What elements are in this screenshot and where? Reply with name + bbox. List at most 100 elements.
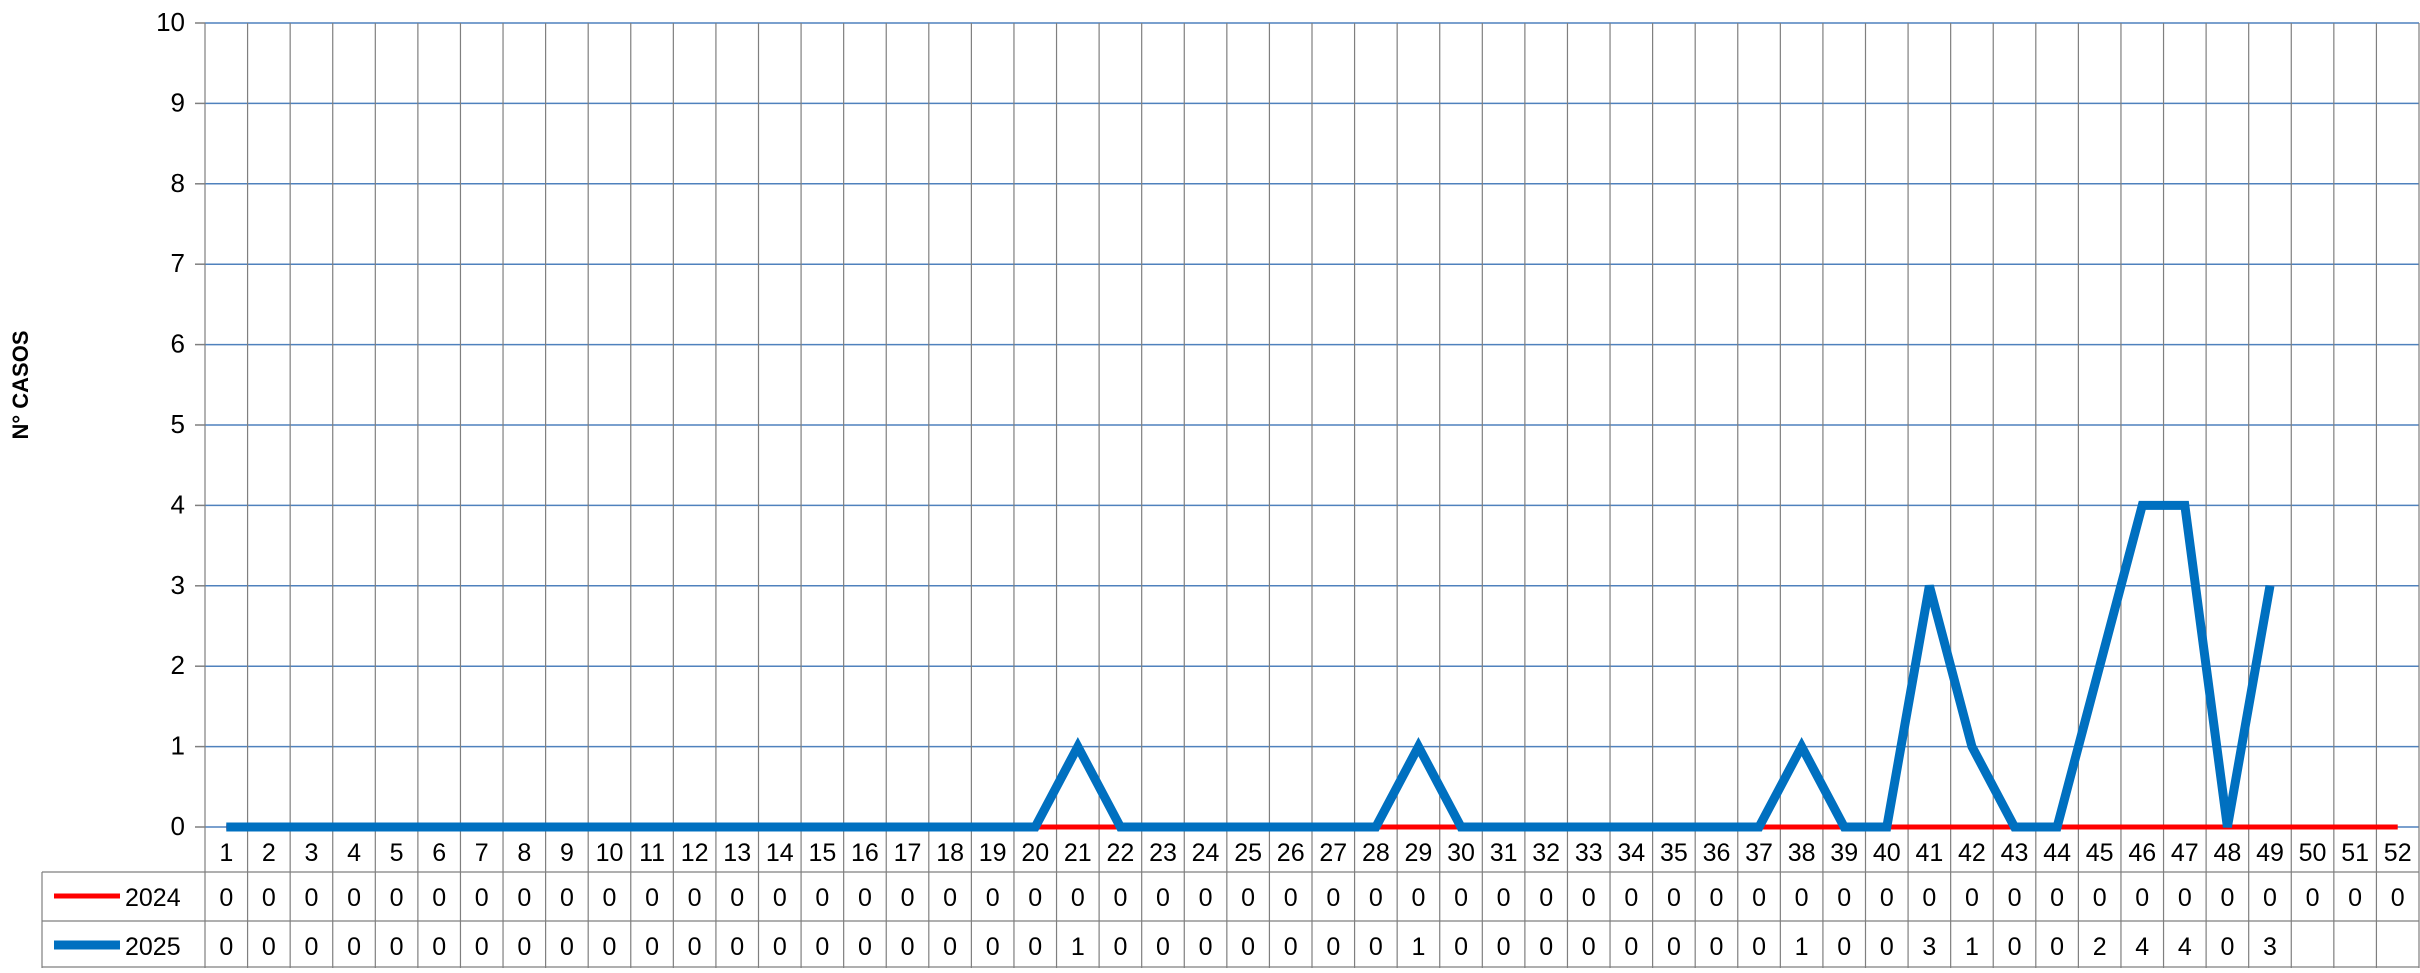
data-value-2024: 0: [2178, 884, 2192, 912]
x-category-label: 20: [1021, 839, 1049, 867]
x-category-label: 24: [1192, 839, 1220, 867]
data-value-2024: 0: [943, 884, 957, 912]
y-tick-label: 6: [171, 329, 185, 359]
data-value-2024: 0: [1710, 884, 1724, 912]
data-value-2025: 0: [1241, 933, 1255, 961]
data-table: 1 2 3 4 5 6 7 8 9 10 11 12 13 14 15 16 17 18 19 20 21 22 23 24 2…: [41, 839, 2419, 968]
data-value-2024: 0: [1837, 884, 1851, 912]
x-category-label: 28: [1362, 839, 1390, 867]
data-value-2024: 0: [1369, 884, 1383, 912]
data-value-2024: 0: [1028, 884, 1042, 912]
data-value-2025: 1: [1795, 933, 1809, 961]
data-value-2024: 0: [304, 884, 318, 912]
x-category-label: 18: [936, 839, 964, 867]
data-value-2024: 0: [645, 884, 659, 912]
data-value-2025: 0: [1369, 933, 1383, 961]
x-category-label: 38: [1788, 839, 1816, 867]
data-value-2025: 0: [815, 933, 829, 961]
data-value-2025: 0: [1624, 933, 1638, 961]
data-value-2024: 0: [560, 884, 574, 912]
data-value-2024: 0: [1156, 884, 1170, 912]
data-value-2025: 0: [1539, 933, 1553, 961]
x-category-label: 27: [1319, 839, 1347, 867]
data-value-2025: 0: [1113, 933, 1127, 961]
data-value-2025: 0: [901, 933, 915, 961]
x-category-label: 3: [304, 839, 318, 867]
data-value-2025: 0: [1454, 933, 1468, 961]
data-value-2025: 0: [304, 933, 318, 961]
data-value-2024: 0: [2135, 884, 2149, 912]
x-category-label: 29: [1405, 839, 1433, 867]
series-line-2025: [226, 500, 2275, 832]
data-value-2024: 0: [2008, 884, 2022, 912]
x-category-label: 19: [979, 839, 1007, 867]
y-tick-label: 3: [171, 570, 185, 600]
data-value-2025: 0: [2008, 933, 2022, 961]
x-category-label: 5: [390, 839, 404, 867]
data-value-2024: 0: [1624, 884, 1638, 912]
data-value-2024: 0: [1454, 884, 1468, 912]
data-value-2025: 0: [347, 933, 361, 961]
data-value-2025: 0: [219, 933, 233, 961]
x-category-label: 31: [1490, 839, 1518, 867]
data-value-2024: 0: [1965, 884, 1979, 912]
y-tick-label: 4: [171, 489, 185, 519]
x-category-label: 12: [681, 839, 709, 867]
y-axis-title: N° CASOS: [8, 330, 33, 440]
data-value-2025: 0: [1582, 933, 1596, 961]
x-category-label: 50: [2299, 839, 2327, 867]
data-value-2025: 0: [858, 933, 872, 961]
x-category-label: 13: [723, 839, 751, 867]
data-value-2024: 0: [1113, 884, 1127, 912]
data-value-2024: 0: [390, 884, 404, 912]
data-value-2025: 0: [1880, 933, 1894, 961]
data-value-2024: 0: [347, 884, 361, 912]
gridlines: [204, 22, 2420, 968]
y-axis-title-wrap: N° CASOS: [6, 290, 36, 480]
x-category-label: 4: [347, 839, 361, 867]
x-category-label: 42: [1958, 839, 1986, 867]
data-value-2024: 0: [986, 884, 1000, 912]
data-value-2025: 0: [517, 933, 531, 961]
data-value-2025: 0: [943, 933, 957, 961]
data-value-2025: 0: [432, 933, 446, 961]
data-value-2025: 0: [1028, 933, 1042, 961]
y-tick-label: 2: [171, 650, 185, 680]
data-value-2025: 0: [1156, 933, 1170, 961]
x-category-label: 40: [1873, 839, 1901, 867]
data-value-2025: 2: [2093, 933, 2107, 961]
x-category-label: 48: [2213, 839, 2241, 867]
x-category-label: 16: [851, 839, 879, 867]
x-category-label: 33: [1575, 839, 1603, 867]
x-category-label: 8: [517, 839, 531, 867]
y-tick-label: 8: [171, 168, 185, 198]
x-category-label: 11: [639, 839, 665, 867]
x-category-label: 15: [808, 839, 836, 867]
x-category-label: 23: [1149, 839, 1177, 867]
data-value-2025: 0: [262, 933, 276, 961]
data-value-2025: 3: [2263, 933, 2277, 961]
data-value-2025: 3: [1922, 933, 1936, 961]
data-value-2024: 0: [517, 884, 531, 912]
data-value-2025: 4: [2135, 933, 2149, 961]
data-value-2024: 0: [603, 884, 617, 912]
x-category-label: 7: [475, 839, 489, 867]
legend-label-2024: 2024: [125, 884, 181, 912]
data-value-2024: 0: [730, 884, 744, 912]
x-category-label: 26: [1277, 839, 1305, 867]
y-tick-label: 5: [171, 409, 185, 439]
x-category-label: 35: [1660, 839, 1688, 867]
data-value-2024: 0: [2093, 884, 2107, 912]
data-value-2024: 0: [1922, 884, 1936, 912]
data-value-2025: 0: [560, 933, 574, 961]
y-tick-label: 9: [171, 87, 185, 117]
x-category-label: 44: [2043, 839, 2071, 867]
data-value-2024: 0: [2348, 884, 2362, 912]
x-category-label: 36: [1703, 839, 1731, 867]
x-category-label: 51: [2341, 839, 2369, 867]
data-value-2025: 0: [730, 933, 744, 961]
y-axis: 0 1 2 3 4 5 6 7 8 9 10: [156, 7, 205, 841]
x-category-label: 25: [1234, 839, 1262, 867]
x-category-label: 2: [262, 839, 276, 867]
